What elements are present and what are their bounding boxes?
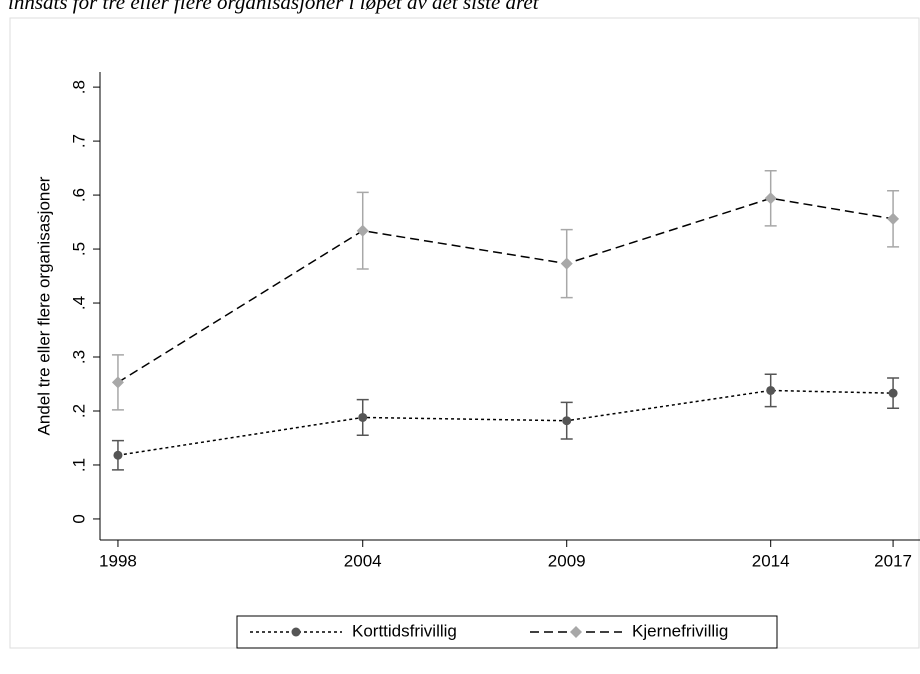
x-tick-label: 2009	[548, 551, 586, 570]
y-tick-label: .2	[69, 404, 88, 418]
data-point	[562, 416, 572, 426]
x-tick-label: 2014	[752, 551, 790, 570]
data-point	[887, 212, 900, 225]
y-tick-label: .5	[69, 242, 88, 256]
y-tick-label: .1	[69, 458, 88, 472]
x-tick-label: 1998	[99, 551, 137, 570]
legend-marker	[570, 626, 582, 638]
y-axis-title: Andel tre eller flere organisasjoner	[34, 176, 53, 435]
y-tick-label: .6	[69, 188, 88, 202]
data-point	[764, 192, 777, 205]
chart-title: innsats for tre eller flere organisasjon…	[8, 0, 540, 14]
data-point	[356, 224, 369, 237]
legend-label: Kjernefrivillig	[632, 621, 728, 640]
y-tick-label: .3	[69, 350, 88, 364]
x-tick-label: 2004	[344, 551, 382, 570]
y-tick-label: .4	[69, 296, 88, 310]
y-tick-label: 0	[69, 514, 88, 523]
data-point	[358, 412, 368, 422]
legend-label: Korttidsfrivillig	[352, 621, 457, 640]
data-point	[766, 385, 776, 395]
data-point	[888, 388, 898, 398]
panel	[9, 17, 920, 649]
data-point	[560, 257, 573, 270]
legend-marker	[291, 627, 301, 637]
data-point	[111, 376, 124, 389]
legend-box	[236, 615, 778, 649]
x-tick-label: 2017	[874, 551, 912, 570]
data-point	[113, 450, 123, 460]
y-tick-label: .7	[69, 134, 88, 148]
y-tick-label: .8	[69, 80, 88, 94]
